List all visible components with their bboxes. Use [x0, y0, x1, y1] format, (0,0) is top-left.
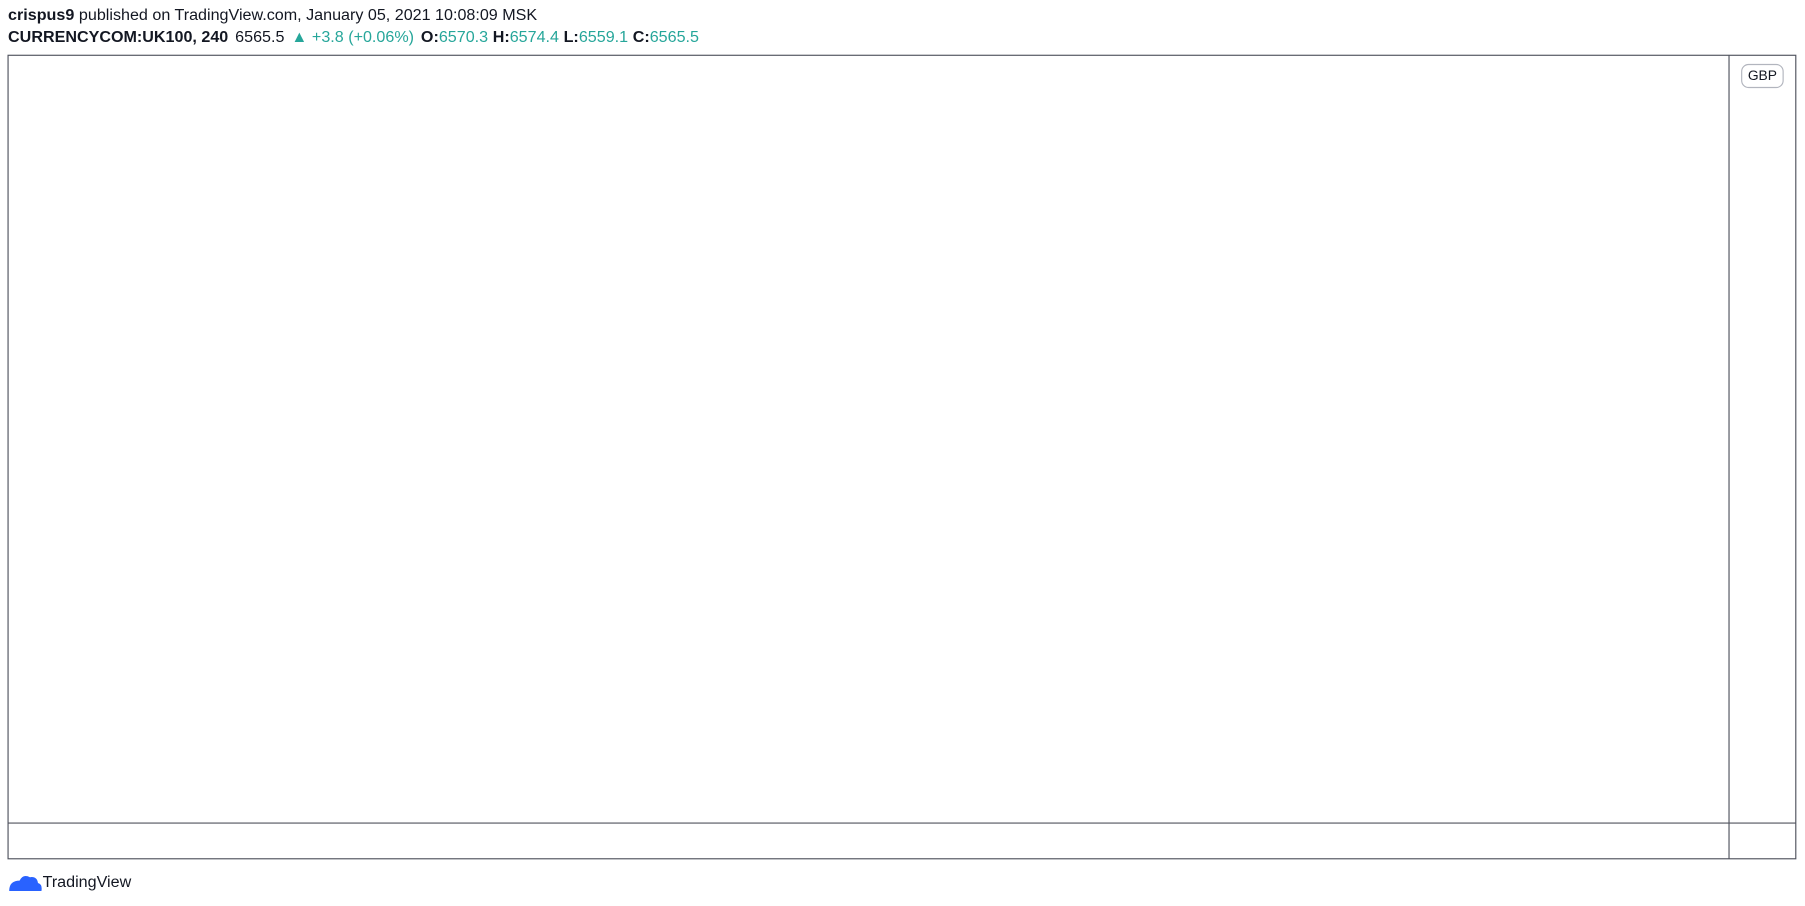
- published: published on TradingView.com, January 05…: [79, 6, 537, 24]
- symbol: CURRENCYCOM:UK100, 240: [8, 28, 228, 46]
- last-price: 6565.5: [235, 28, 284, 46]
- ohlc-value: 6570.3: [439, 28, 488, 46]
- ohlc-label: O:: [421, 28, 439, 46]
- author: crispus9: [8, 6, 74, 24]
- change: +3.8 (+0.06%): [312, 28, 414, 46]
- currency-badge[interactable]: [1741, 63, 1784, 89]
- ohlc-label: L:: [564, 28, 579, 46]
- symbol-line: CURRENCYCOM:UK100, 240 6565.5 ▲ +3.8 (+0.06…: [8, 28, 699, 46]
- chart-frame: [7, 54, 1797, 860]
- change-arrow: ▲: [291, 28, 307, 46]
- brand-name: TradingView: [43, 873, 132, 891]
- ohlc-value: 6559.1: [579, 28, 628, 46]
- logo-icon: [9, 876, 42, 892]
- ohlc-label: C:: [633, 28, 650, 46]
- currency: GBP: [1748, 67, 1777, 83]
- branding: TradingView: [9, 873, 132, 892]
- ohlc-value: 6574.4: [510, 28, 559, 46]
- publish-line: crispus9 published on TradingView.com, Ja…: [8, 6, 537, 24]
- ohlc-value: 6565.5: [650, 28, 699, 46]
- ohlc-label: H:: [493, 28, 510, 46]
